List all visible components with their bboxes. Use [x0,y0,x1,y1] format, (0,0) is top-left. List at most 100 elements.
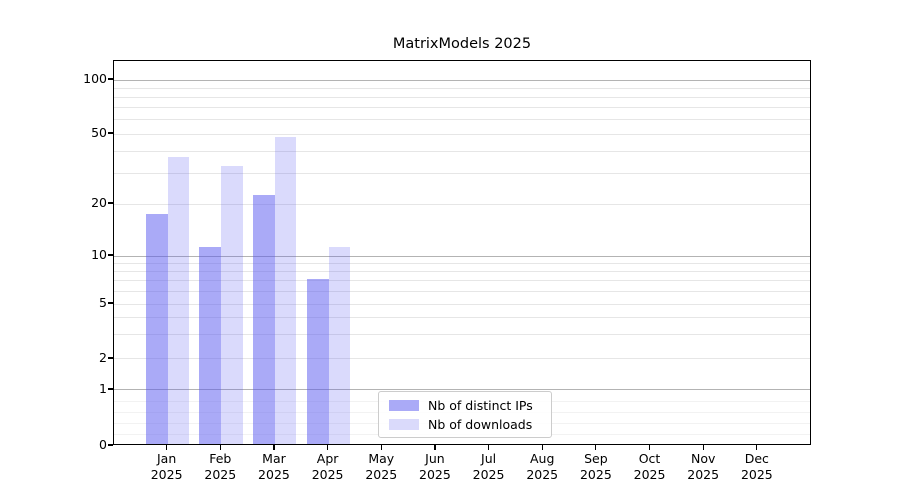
major-gridline [114,389,810,391]
x-tick-month: Aug [530,451,555,466]
legend-row-downloads: Nb of downloads [379,417,551,432]
x-tick-label-sep: Sep 2025 [568,451,624,482]
x-tick-label-oct: Oct 2025 [622,451,678,482]
x-tick-label-feb: Feb 2025 [192,451,248,482]
major-gridline [114,79,810,81]
x-tick-month: Jan [157,451,177,466]
x-tick-year: 2025 [687,466,720,482]
bar-mar-distinct-ips [252,194,275,444]
legend-swatch-distinct-ips-icon [389,399,419,411]
x-tick-month: May [368,451,395,466]
y-tick-label: 10 [91,247,107,263]
x-tick-month: Nov [690,451,716,466]
minor-gridline [114,96,810,98]
x-tick-year: 2025 [579,466,612,482]
legend-label-downloads: Nb of downloads [428,416,533,432]
bar-feb-downloads [221,166,243,444]
minor-gridline [114,107,810,109]
y-tick-mark [108,357,113,359]
x-tick-mark [595,445,597,450]
x-tick-mark [380,445,382,450]
x-tick-year: 2025 [258,466,290,482]
major-gridline [114,255,810,257]
chart-title: MatrixModels 2025 [392,36,532,52]
y-tick-label: 1 [99,380,107,396]
y-tick-mark [108,254,113,256]
minor-gridline [114,203,810,205]
x-tick-month: Apr [316,451,339,466]
y-tick-label: 0 [99,437,107,452]
x-tick-mark [166,445,168,450]
minor-gridline [114,290,810,292]
x-tick-mark [273,445,275,450]
x-tick-mark [756,445,758,450]
x-tick-month: Sep [584,451,608,466]
x-tick-year: 2025 [150,466,183,482]
y-tick-label: 50 [91,125,107,140]
minor-gridline [114,303,810,305]
minor-gridline [114,119,810,121]
minor-gridline [114,150,810,152]
minor-gridline [114,358,810,360]
x-tick-year: 2025 [419,466,451,482]
x-tick-year: 2025 [204,466,237,482]
x-tick-month: Feb [209,451,232,466]
minor-gridline [114,334,810,336]
x-tick-label-jun: Jun 2025 [407,451,463,482]
x-tick-month: Mar [262,451,286,466]
y-tick-mark [108,132,113,134]
y-tick-label: 5 [99,295,107,311]
legend: Nb of distinct IPs Nb of downloads [378,391,552,438]
x-tick-year: 2025 [740,466,773,482]
x-tick-label-jan: Jan 2025 [139,451,195,482]
bar-apr-distinct-ips [306,278,329,444]
y-tick-mark [108,78,113,80]
minor-gridline [114,262,810,264]
x-tick-label-apr: Apr 2025 [300,451,356,482]
y-tick-label: 2 [99,349,107,365]
x-tick-mark [648,445,651,450]
x-tick-mark [487,445,490,450]
legend-row-distinct-ips: Nb of distinct IPs [379,398,551,413]
legend-label-distinct-ips: Nb of distinct IPs [428,397,533,413]
x-tick-label-may: May 2025 [353,451,409,482]
x-tick-mark [541,445,543,450]
x-tick-year: 2025 [633,466,666,482]
x-tick-label-nov: Nov 2025 [675,451,731,482]
x-tick-label-mar: Mar 2025 [246,451,302,482]
y-tick-mark [108,444,113,446]
x-tick-year: 2025 [526,466,559,482]
x-tick-mark [702,445,704,450]
x-tick-year: 2025 [311,466,344,482]
x-tick-month: Dec [744,451,769,466]
minor-gridline [114,270,810,272]
x-tick-year: 2025 [472,466,505,482]
y-tick-mark [108,302,113,304]
minor-gridline [114,172,810,174]
bar-jan-distinct-ips [145,214,168,444]
x-tick-month: Jun [425,451,445,466]
minor-gridline [114,87,810,89]
x-tick-label-aug: Aug 2025 [514,451,570,482]
minor-gridline [114,280,810,282]
x-tick-mark [219,445,221,450]
x-tick-label-dec: Dec 2025 [729,451,785,482]
x-tick-month: Jul [481,451,497,466]
x-tick-year: 2025 [365,466,398,482]
y-tick-mark [108,388,113,390]
bar-jan-downloads [167,157,190,444]
x-tick-month: Oct [638,451,661,466]
bar-feb-distinct-ips [199,246,222,444]
y-tick-mark [108,202,113,204]
bar-apr-downloads [328,246,351,444]
minor-gridline [114,133,810,135]
legend-swatch-downloads-icon [389,418,419,430]
x-tick-mark [434,445,436,450]
bar-mar-downloads [274,136,297,444]
x-tick-mark [327,445,329,450]
y-tick-label: 20 [91,195,107,211]
plot-area [113,59,811,445]
y-tick-label: 100 [83,71,107,86]
x-tick-label-jul: Jul 2025 [461,451,517,482]
